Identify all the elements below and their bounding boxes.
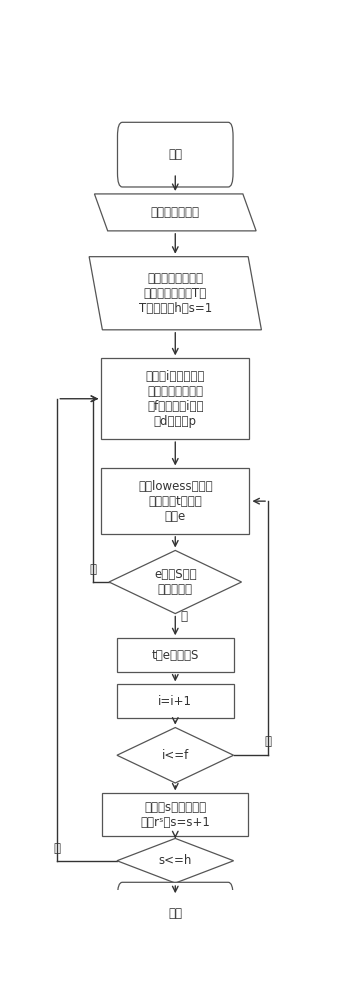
Text: 利用lowess回归计
算预测点t和平均
误差e: 利用lowess回归计 算预测点t和平均 误差e [138, 480, 213, 523]
Text: 是: 是 [54, 842, 61, 855]
Text: 否: 否 [90, 563, 96, 576]
Polygon shape [89, 257, 261, 330]
Polygon shape [101, 358, 249, 439]
Text: 是: 是 [265, 735, 272, 748]
Polygon shape [117, 638, 234, 672]
Text: i<=f: i<=f [162, 749, 189, 762]
Polygon shape [117, 728, 234, 783]
Polygon shape [117, 684, 234, 718]
Polygon shape [94, 194, 256, 231]
Text: 识别数据空缺值，
将空值下标存入T，
T的大小为h，s=1: 识别数据空缺值， 将空值下标存入T， T的大小为h，s=1 [139, 272, 212, 315]
Text: s<=h: s<=h [159, 854, 192, 867]
Text: i=i+1: i=i+1 [158, 695, 192, 708]
Polygon shape [101, 468, 249, 534]
Text: 对于第i个缺失点，
初始化最大迭代次
数f、计数器i、窗
宽d和阶数p: 对于第i个缺失点， 初始化最大迭代次 数f、计数器i、窗 宽d和阶数p [146, 370, 205, 428]
Text: e小于S中的
所有的误差: e小于S中的 所有的误差 [154, 568, 197, 596]
Polygon shape [109, 550, 241, 614]
Text: 开始: 开始 [168, 148, 182, 161]
FancyBboxPatch shape [118, 122, 233, 187]
Text: 计算第s点的加权平
均值rˢ，s=s+1: 计算第s点的加权平 均值rˢ，s=s+1 [140, 801, 210, 829]
Text: 输入电能量数据: 输入电能量数据 [151, 206, 200, 219]
Text: t和e保存入S: t和e保存入S [152, 649, 199, 662]
Polygon shape [117, 838, 234, 883]
Text: 结束: 结束 [168, 907, 182, 920]
Polygon shape [102, 793, 248, 836]
FancyBboxPatch shape [118, 882, 233, 944]
Text: 是: 是 [181, 610, 187, 623]
